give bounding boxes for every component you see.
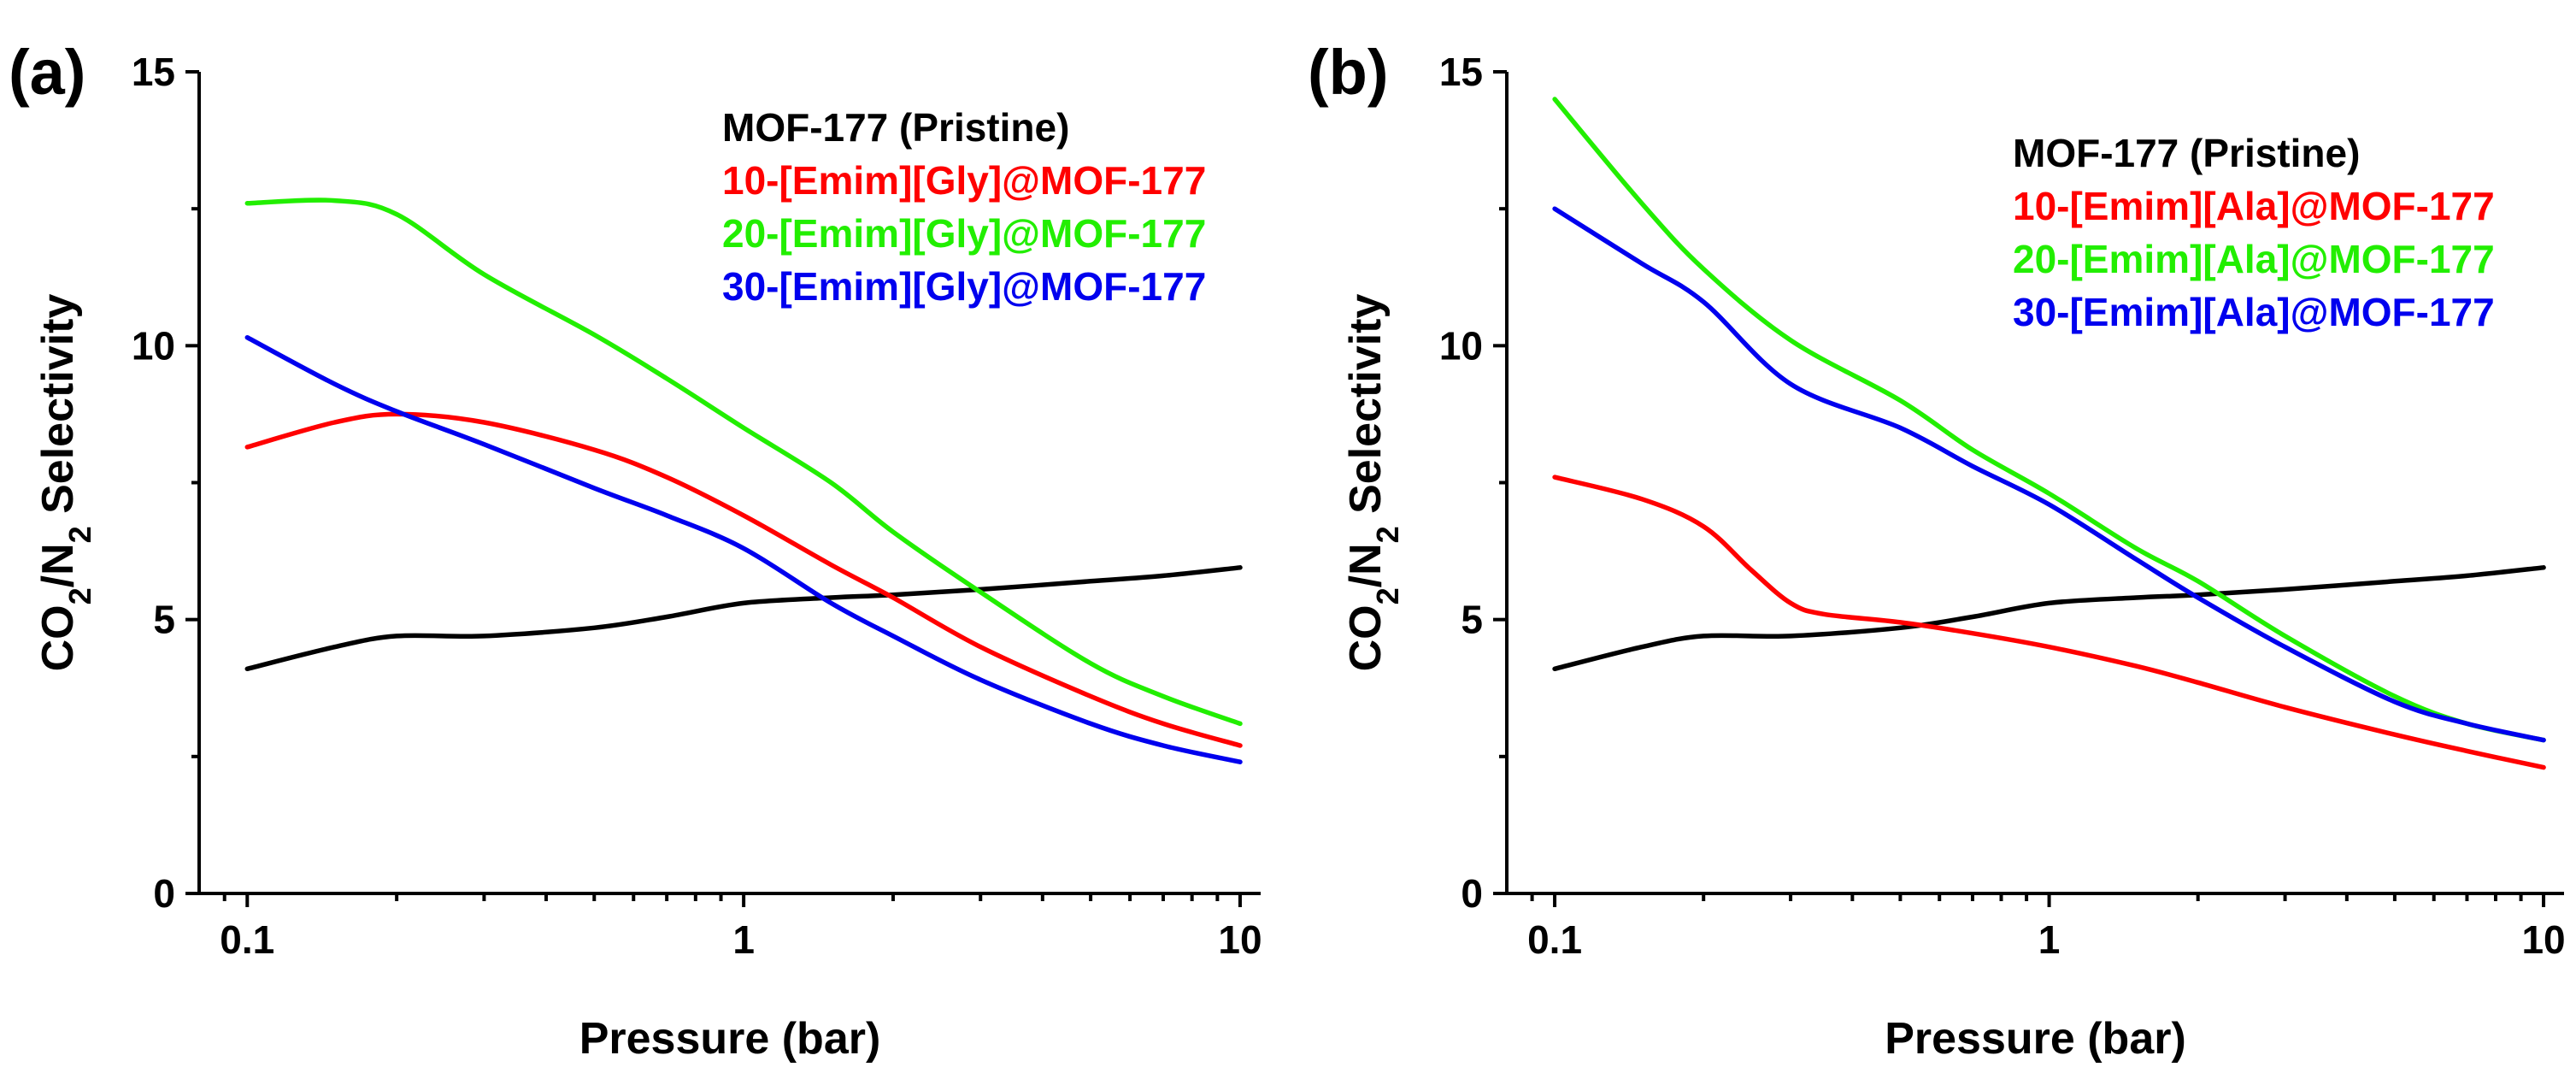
x-tick-label: 1 — [2038, 917, 2061, 962]
series-line — [1552, 97, 2546, 743]
x-tick-label: 0.1 — [220, 917, 274, 962]
y-tick-label: 15 — [1439, 50, 1483, 94]
y-axis-title-part: CO — [33, 604, 83, 671]
y-axis-title-part: CO — [1341, 604, 1391, 671]
legend-entry: 30-[Emim][Ala]@MOF-177 — [2013, 290, 2495, 334]
y-axis-title-subscript: 2 — [62, 526, 97, 543]
x-axis-title: Pressure (bar) — [1885, 1014, 2186, 1064]
y-axis-title-part: /N — [33, 543, 83, 587]
y-axis-title-part: Selectivity — [1341, 294, 1391, 527]
legend-entry: 30-[Emim][Gly]@MOF-177 — [722, 264, 1206, 309]
y-axis-title-part: /N — [1341, 543, 1391, 587]
x-axis-title: Pressure (bar) — [579, 1014, 881, 1064]
y-axis-title: CO2/N2 Selectivity — [33, 294, 97, 672]
series-line — [1552, 565, 2546, 672]
x-tick-label: 10 — [2521, 917, 2565, 962]
legend-entry: 10-[Emim][Gly]@MOF-177 — [722, 158, 1206, 203]
x-tick-label: 10 — [1218, 917, 1262, 962]
y-axis-title: CO2/N2 Selectivity — [1341, 294, 1405, 672]
series-line — [1552, 206, 2546, 743]
panel-label: (a) — [9, 37, 85, 108]
y-tick-label: 10 — [132, 323, 175, 368]
y-tick-label: 5 — [153, 598, 175, 642]
y-tick-label: 5 — [1461, 598, 1483, 642]
y-axis-title-subscript: 2 — [1370, 526, 1405, 543]
legend-entry: 20-[Emim][Ala]@MOF-177 — [2013, 237, 2495, 281]
x-tick-label: 1 — [732, 917, 755, 962]
y-tick-label: 15 — [132, 50, 175, 94]
legend-entry: MOF-177 (Pristine) — [722, 105, 1069, 150]
panel-label: (b) — [1308, 37, 1389, 108]
series-line — [244, 565, 1243, 672]
series-line — [1552, 475, 2546, 770]
series-line — [244, 334, 1243, 764]
legend-entry: MOF-177 (Pristine) — [2013, 131, 2360, 175]
x-tick-label: 0.1 — [1527, 917, 1582, 962]
legend-entry: 10-[Emim][Ala]@MOF-177 — [2013, 184, 2495, 228]
y-tick-label: 10 — [1439, 323, 1483, 368]
legend-entry: 20-[Emim][Gly]@MOF-177 — [722, 211, 1206, 256]
y-axis-title-part: Selectivity — [33, 294, 83, 527]
series-line — [244, 198, 1243, 727]
y-tick-label: 0 — [153, 871, 175, 916]
y-axis-title-subscript: 2 — [62, 587, 97, 604]
y-tick-label: 0 — [1461, 871, 1483, 916]
y-axis-title-subscript: 2 — [1370, 587, 1405, 604]
